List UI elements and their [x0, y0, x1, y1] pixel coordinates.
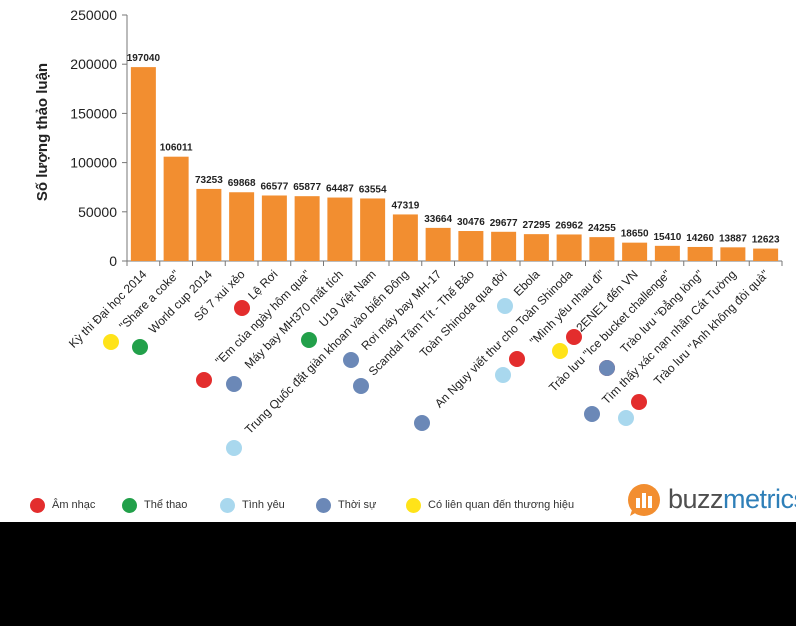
- legend-swatch-thuong-hieu: [406, 498, 421, 513]
- data-label: 66577: [260, 181, 288, 192]
- brand-wordmark-metrics: metrics: [723, 484, 796, 514]
- data-label: 13887: [719, 233, 747, 244]
- category-markers-group: [103, 298, 647, 456]
- category-marker-am-nhac: [509, 351, 525, 367]
- data-label: 18650: [621, 229, 649, 240]
- bar: [392, 214, 418, 261]
- brand-logo: buzzmetrics: [626, 482, 796, 520]
- bottom-black-band: [0, 522, 796, 626]
- legend-label-tinh-yeu: Tình yêu: [242, 499, 285, 511]
- bar: [130, 67, 156, 261]
- category-marker-the-thao: [132, 339, 148, 355]
- category-marker-thoi-su: [343, 352, 359, 368]
- bar: [261, 195, 287, 261]
- bar: [327, 197, 353, 261]
- data-label: 15410: [653, 232, 681, 243]
- bar: [654, 245, 680, 261]
- bar: [720, 247, 746, 261]
- data-label: 73253: [195, 175, 223, 186]
- category-marker-thoi-su: [353, 378, 369, 394]
- buzzmetrics-logo-icon: [628, 484, 660, 516]
- category-marker-tinh-yeu: [226, 440, 242, 456]
- bar: [458, 231, 484, 261]
- category-marker-am-nhac: [566, 329, 582, 345]
- y-tick-label: 150000: [70, 105, 117, 121]
- category-marker-thoi-su: [226, 376, 242, 392]
- category-marker-thuong-hieu: [552, 343, 568, 359]
- bar: [589, 237, 615, 261]
- data-label: 26962: [555, 220, 583, 231]
- data-label: 47319: [391, 200, 419, 211]
- brand-wordmark-buzz: buzz: [668, 484, 724, 514]
- data-label: 65877: [293, 182, 321, 193]
- data-label: 33664: [424, 214, 452, 225]
- y-tick-label: 100000: [70, 155, 117, 171]
- data-labels-group: 197040 106011 73253 69868 66577 65877 64487 635…: [127, 53, 780, 245]
- data-label: 64487: [326, 184, 354, 195]
- y-tick-label: 200000: [70, 56, 117, 72]
- data-label: 12623: [752, 235, 780, 246]
- legend-label-thoi-su: Thời sự: [338, 499, 377, 511]
- data-label: 106011: [160, 143, 193, 154]
- category-marker-tinh-yeu: [497, 298, 513, 314]
- category-marker-thuong-hieu: [103, 334, 119, 350]
- data-label: 63554: [359, 184, 387, 195]
- legend-label-thuong-hieu: Có liên quan đến thương hiệu: [428, 499, 575, 511]
- bar: [294, 196, 320, 261]
- legend-label-am-nhac: Âm nhạc: [52, 499, 96, 511]
- bar: [196, 188, 222, 261]
- legend-swatch-the-thao: [122, 498, 137, 513]
- bar-chart: 0 50000 100000 150000 200000 250000 197040 106…: [34, 7, 783, 456]
- data-label: 14260: [686, 233, 714, 244]
- category-marker-am-nhac: [234, 300, 250, 316]
- brand-wordmark: buzzmetrics: [668, 484, 796, 515]
- legend-swatch-thoi-su: [316, 498, 331, 513]
- data-label: 69868: [228, 178, 256, 189]
- category-marker-am-nhac: [631, 394, 647, 410]
- category-marker-tinh-yeu: [495, 367, 511, 383]
- data-label: 30476: [457, 217, 485, 228]
- data-label: 24255: [588, 223, 616, 234]
- data-label: 29677: [490, 218, 518, 229]
- y-tick-label: 0: [109, 253, 117, 269]
- category-marker-thoi-su: [599, 360, 615, 376]
- bar: [229, 192, 255, 261]
- category-marker-am-nhac: [196, 372, 212, 388]
- bar: [622, 242, 648, 261]
- bars-group: [130, 67, 779, 261]
- legend-swatch-tinh-yeu: [220, 498, 235, 513]
- category-marker-the-thao: [301, 332, 317, 348]
- category-labels-group: Kỳ thi Đại học 2014"Share a coke"World c…: [66, 267, 772, 437]
- legend-label-the-thao: Thể thao: [144, 499, 188, 511]
- bar: [491, 231, 517, 261]
- category-marker-tinh-yeu: [618, 410, 634, 426]
- data-label: 27295: [522, 220, 550, 231]
- bar: [556, 234, 582, 261]
- data-label: 197040: [127, 53, 161, 64]
- bar: [753, 248, 779, 261]
- chart-axes: 0 50000 100000 150000 200000 250000: [70, 7, 783, 269]
- bar: [163, 156, 189, 261]
- y-axis-title: Số lượng thảo luận: [34, 63, 51, 201]
- bar: [687, 246, 713, 261]
- y-tick-label: 50000: [78, 204, 117, 220]
- category-marker-thoi-su: [584, 406, 600, 422]
- legend-swatch-am-nhac: [30, 498, 45, 513]
- bar: [360, 198, 386, 261]
- bar: [425, 227, 451, 261]
- bar: [523, 234, 549, 261]
- y-tick-label: 250000: [70, 7, 117, 23]
- category-marker-thoi-su: [414, 415, 430, 431]
